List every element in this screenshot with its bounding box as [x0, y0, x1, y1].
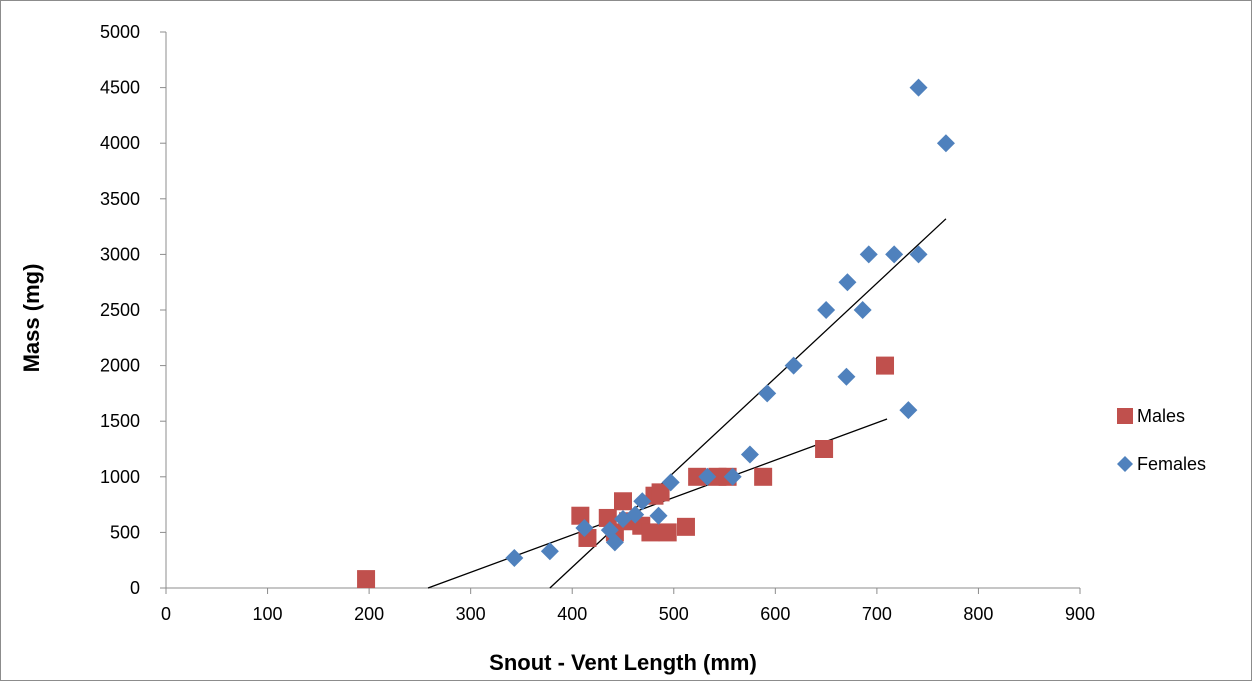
- female-data-point: [909, 245, 928, 264]
- female-data-point: [837, 367, 856, 386]
- x-axis-ticks: 0 100 200 300 400 500 600 700 800 900: [161, 588, 1095, 624]
- x-tick-label: 200: [354, 604, 384, 624]
- y-tick-label: 0: [130, 578, 140, 598]
- y-tick-label: 4000: [100, 133, 140, 153]
- x-tick-label: 800: [963, 604, 993, 624]
- female-data-point: [661, 473, 680, 492]
- male-data-point: [676, 517, 695, 536]
- female-data-point: [698, 467, 717, 486]
- y-axis-title: Mass (mg): [19, 264, 44, 373]
- female-data-point: [817, 301, 836, 319]
- data-markers: [357, 78, 955, 589]
- female-data-point: [899, 401, 918, 420]
- y-tick-label: 1000: [100, 467, 140, 487]
- x-tick-label: 600: [760, 604, 790, 624]
- female-data-point: [723, 467, 742, 486]
- female-data-point: [784, 356, 803, 375]
- y-tick-label: 1500: [100, 411, 140, 431]
- male-data-point: [598, 508, 617, 527]
- x-tick-label: 300: [456, 604, 486, 624]
- y-tick-label: 3500: [100, 189, 140, 209]
- y-axis-ticks: 0 500 1000 1500 2000 2500 3000 3500 4000 4500 5000: [100, 22, 166, 598]
- male-data-point: [815, 440, 834, 458]
- male-data-point: [651, 483, 670, 502]
- females-legend-marker: [1117, 456, 1133, 472]
- y-tick-label: 5000: [100, 22, 140, 42]
- x-tick-label: 700: [862, 604, 892, 624]
- female-data-point: [838, 273, 857, 292]
- males-legend-label: Males: [1137, 406, 1185, 426]
- female-data-point: [885, 245, 904, 264]
- female-data-point: [758, 384, 777, 403]
- female-data-point: [633, 492, 652, 511]
- female-data-point: [909, 78, 928, 97]
- male-data-point: [876, 356, 895, 375]
- y-tick-label: 4500: [100, 78, 140, 98]
- female-data-point: [605, 533, 624, 552]
- male-data-point: [658, 523, 677, 542]
- female-data-point: [649, 506, 668, 525]
- female-data-point: [853, 301, 872, 319]
- x-tick-label: 0: [161, 604, 171, 624]
- male-data-point: [641, 523, 660, 542]
- female-data-point: [540, 542, 559, 561]
- females-legend-label: Females: [1137, 454, 1206, 474]
- female-data-point: [626, 505, 645, 524]
- x-axis-title: Snout - Vent Length (mm): [489, 650, 757, 675]
- female-data-point: [936, 134, 955, 153]
- x-tick-label: 100: [253, 604, 283, 624]
- female-data-point: [505, 548, 524, 567]
- female-data-point: [740, 445, 759, 464]
- male-data-point: [357, 570, 376, 589]
- male-data-point: [688, 467, 707, 486]
- male-data-point: [754, 467, 773, 486]
- y-tick-label: 3000: [100, 244, 140, 264]
- males-legend-marker: [1117, 408, 1133, 424]
- x-tick-label: 900: [1065, 604, 1095, 624]
- female-data-point: [575, 518, 594, 537]
- y-tick-label: 2000: [100, 356, 140, 376]
- y-tick-label: 500: [110, 522, 140, 542]
- legend: Males Females: [1117, 406, 1206, 474]
- female-data-point: [859, 245, 878, 264]
- male-data-point: [614, 492, 632, 511]
- y-tick-label: 2500: [100, 300, 140, 320]
- x-tick-label: 400: [557, 604, 587, 624]
- x-tick-label: 500: [659, 604, 689, 624]
